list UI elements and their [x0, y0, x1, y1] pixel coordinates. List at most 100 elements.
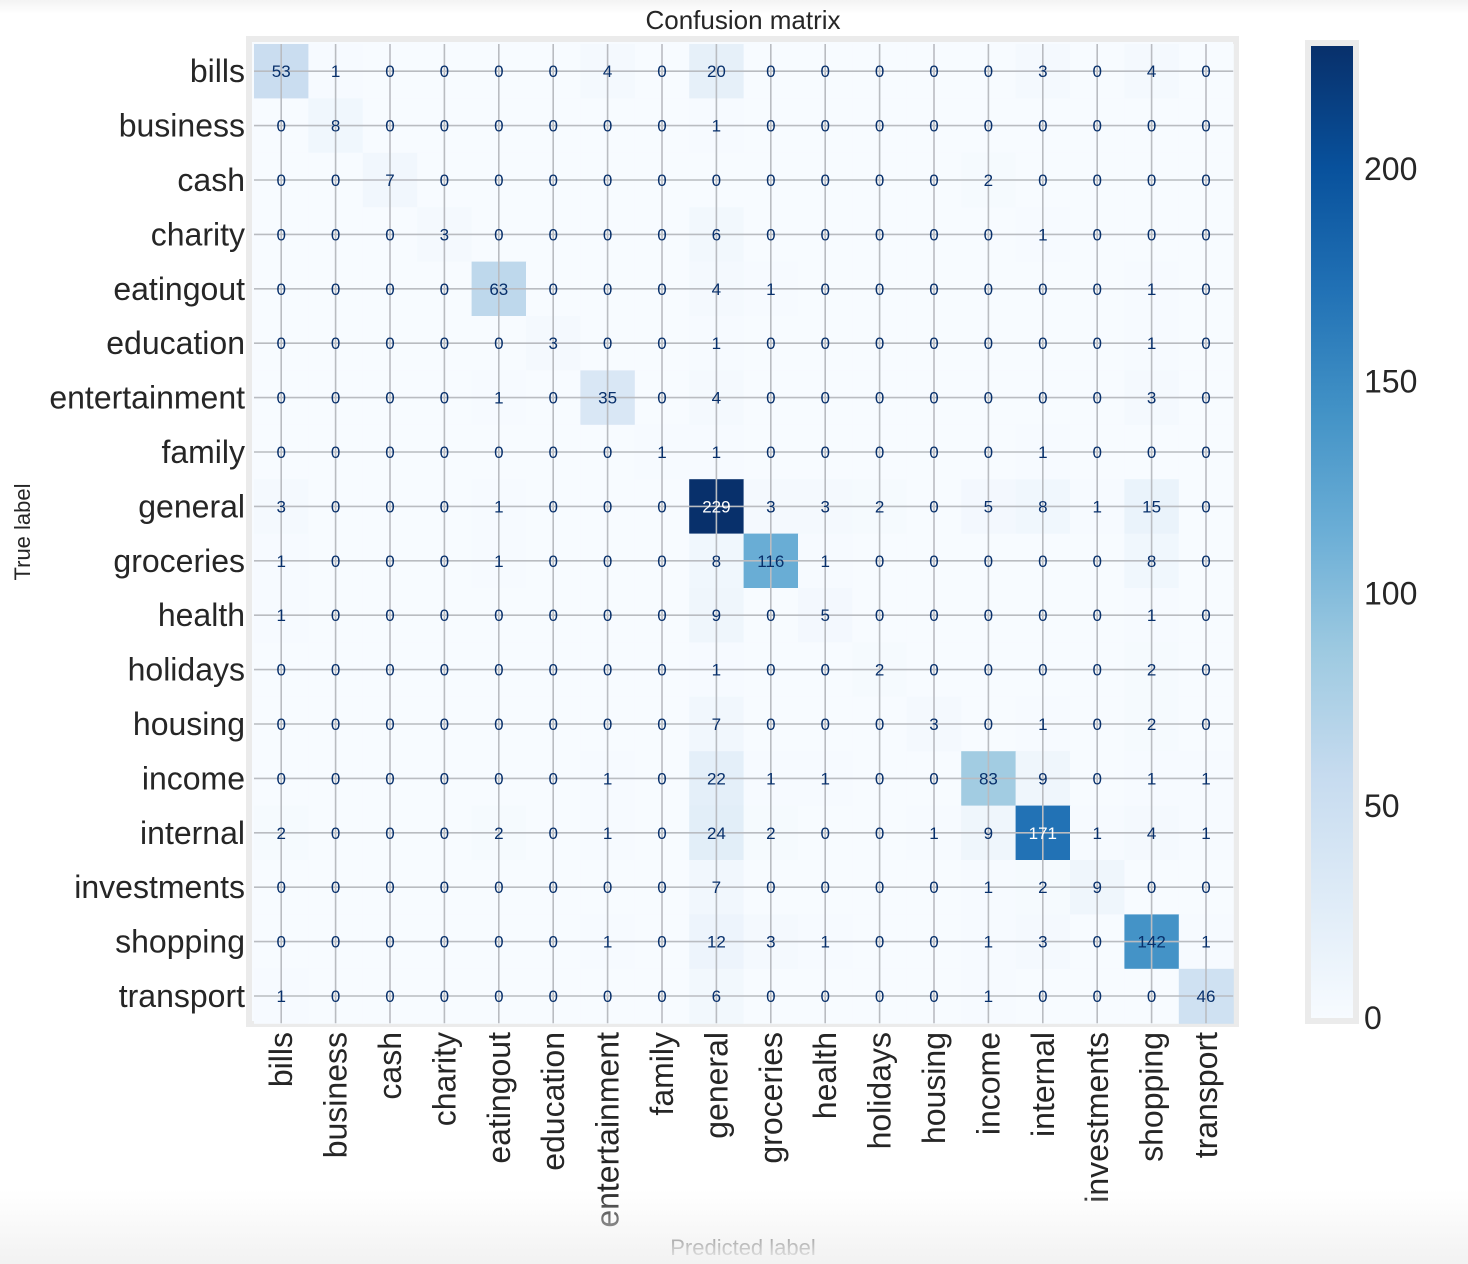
cell-value: 5: [820, 606, 829, 625]
cell-value: 0: [440, 334, 449, 353]
y-tick-label: investments: [74, 869, 245, 905]
cell-value: 1: [1147, 769, 1156, 788]
cell-value: 2: [1038, 878, 1047, 897]
cell-value: 0: [603, 715, 612, 734]
x-tick-label: general: [698, 1032, 734, 1139]
cell-value: 0: [1201, 552, 1210, 571]
cell-value: 3: [1038, 62, 1047, 81]
cell-value: 0: [875, 389, 884, 408]
chart-title: Confusion matrix: [645, 5, 840, 35]
cell-value: 0: [385, 769, 394, 788]
cell-value: 0: [331, 715, 340, 734]
cell-value: 12: [707, 933, 726, 952]
cell-value: 0: [548, 171, 557, 190]
y-tick-label: internal: [140, 815, 245, 851]
cell-value: 0: [548, 878, 557, 897]
cell-value: 0: [385, 280, 394, 299]
cell-value: 0: [929, 117, 938, 136]
cell-value: 0: [548, 824, 557, 843]
cell-value: 0: [875, 225, 884, 244]
cell-value: 3: [766, 497, 775, 516]
cell-value: 4: [712, 280, 721, 299]
cell-value: 0: [875, 334, 884, 353]
cell-value: 1: [603, 824, 612, 843]
cell-value: 0: [1092, 171, 1101, 190]
cell-value: 0: [440, 606, 449, 625]
cell-value: 0: [548, 715, 557, 734]
cell-value: 0: [657, 171, 666, 190]
cell-value: 0: [331, 606, 340, 625]
cell-value: 0: [385, 878, 394, 897]
cell-value: 0: [440, 824, 449, 843]
cell-value: 7: [712, 878, 721, 897]
cell-value: 0: [385, 933, 394, 952]
cell-value: 0: [494, 661, 503, 680]
cell-value: 8: [1038, 497, 1047, 516]
y-tick-label: bills: [190, 53, 245, 89]
cell-value: 0: [1038, 606, 1047, 625]
cell-value: 0: [385, 443, 394, 462]
cell-value: 0: [385, 987, 394, 1006]
x-tick-label: eatingout: [481, 1032, 517, 1164]
cell-value: 0: [820, 171, 829, 190]
cell-value: 0: [929, 171, 938, 190]
cell-value: 0: [766, 334, 775, 353]
cell-value: 0: [1201, 171, 1210, 190]
cell-value: 0: [929, 443, 938, 462]
cell-value: 20: [707, 62, 726, 81]
cell-value: 0: [548, 225, 557, 244]
cell-value: 5: [984, 497, 993, 516]
cell-value: 4: [603, 62, 612, 81]
cell-value: 0: [440, 878, 449, 897]
cell-value: 2: [1147, 715, 1156, 734]
cell-value: 1: [494, 497, 503, 516]
cell-value: 0: [603, 443, 612, 462]
cell-value: 0: [276, 443, 285, 462]
cell-value: 0: [494, 62, 503, 81]
cell-value: 1: [766, 280, 775, 299]
cell-value: 0: [440, 443, 449, 462]
cell-value: 0: [440, 661, 449, 680]
cell-value: 0: [440, 552, 449, 571]
cell-value: 0: [603, 878, 612, 897]
cell-value: 2: [766, 824, 775, 843]
cell-value: 0: [766, 443, 775, 462]
cell-value: 3: [548, 334, 557, 353]
cell-value: 0: [331, 987, 340, 1006]
cell-value: 0: [1092, 769, 1101, 788]
cell-value: 0: [984, 280, 993, 299]
cell-value: 0: [657, 62, 666, 81]
cell-value: 0: [929, 878, 938, 897]
cell-value: 1: [657, 443, 666, 462]
x-tick-label: internal: [1025, 1032, 1061, 1137]
cell-value: 0: [712, 171, 721, 190]
y-tick-label: housing: [133, 706, 245, 742]
cell-value: 0: [657, 552, 666, 571]
cell-value: 0: [331, 389, 340, 408]
cell-value: 0: [820, 225, 829, 244]
colorbar: [1311, 46, 1353, 1018]
cell-value: 83: [979, 769, 998, 788]
colorbar-tick-label: 50: [1364, 788, 1400, 824]
cell-value: 0: [875, 62, 884, 81]
cell-value: 0: [1092, 389, 1101, 408]
cell-value: 2: [984, 171, 993, 190]
cell-value: 0: [276, 715, 285, 734]
cell-value: 142: [1137, 933, 1165, 952]
cell-value: 0: [548, 606, 557, 625]
cell-value: 0: [1201, 443, 1210, 462]
cell-value: 1: [1147, 334, 1156, 353]
cell-value: 0: [385, 497, 394, 516]
cell-value: 0: [1038, 389, 1047, 408]
y-axis-label: True label: [10, 483, 35, 580]
cell-value: 24: [707, 824, 726, 843]
y-tick-label: holidays: [128, 652, 245, 688]
cell-value: 0: [276, 117, 285, 136]
cell-value: 0: [1147, 987, 1156, 1006]
y-tick-label: general: [138, 488, 245, 524]
cell-value: 7: [712, 715, 721, 734]
cell-value: 0: [1092, 334, 1101, 353]
cell-value: 0: [984, 389, 993, 408]
